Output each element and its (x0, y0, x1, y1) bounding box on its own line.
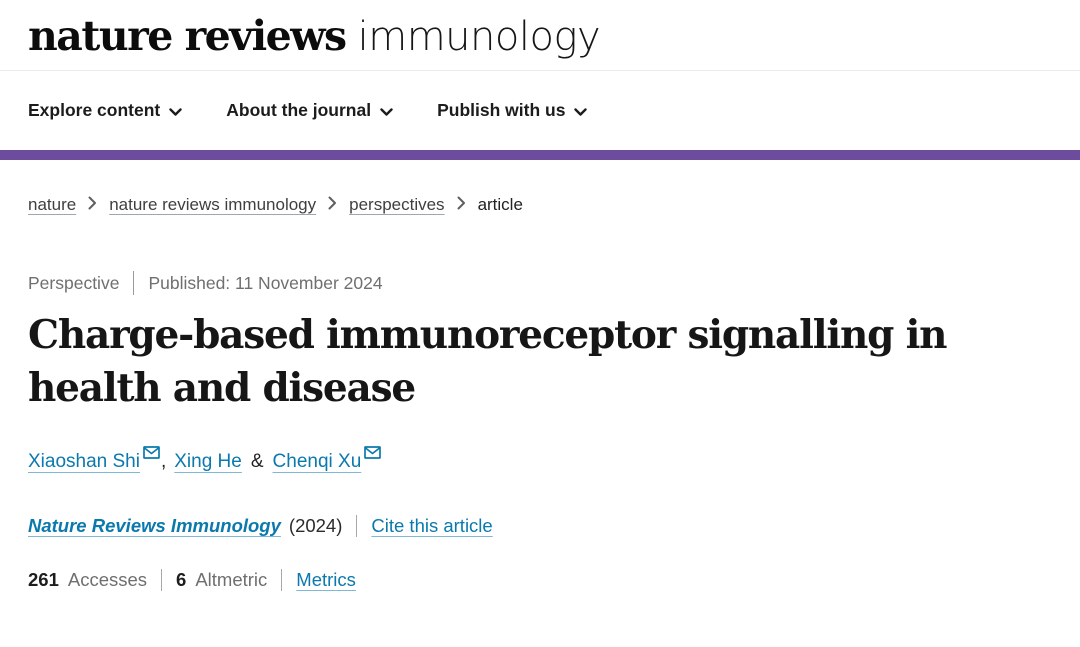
nav-explore-content[interactable]: Explore content (28, 99, 182, 122)
accesses-label: Accesses (67, 569, 148, 591)
journal-logo[interactable]: nature reviews immunology (28, 12, 601, 60)
breadcrumb-link-journal[interactable]: nature reviews immunology (109, 194, 317, 214)
author-link-xing-he[interactable]: Xing He (174, 451, 242, 473)
chevron-right-icon (457, 195, 466, 215)
altmetric-count: 6 (176, 569, 187, 591)
breadcrumb-link-nature[interactable]: nature (28, 194, 77, 214)
primary-nav: Explore content About the journal Publis… (0, 71, 1080, 150)
nav-about-journal[interactable]: About the journal (226, 99, 393, 122)
article-content: nature nature reviews immunology perspec… (0, 194, 1080, 592)
journal-link[interactable]: Nature Reviews Immunology (28, 515, 281, 537)
author-separator: & (250, 451, 264, 473)
site-header: nature reviews immunology (0, 0, 1080, 71)
chevron-down-icon (574, 101, 588, 122)
nav-about-journal-label: About the journal (226, 100, 372, 120)
page-title: Charge-based immunoreceptor signalling i… (28, 312, 948, 412)
email-envelope-icon[interactable] (364, 443, 382, 465)
logo-nature-reviews: nature reviews (28, 12, 347, 60)
chevron-down-icon (169, 101, 182, 122)
vertical-divider (356, 515, 358, 538)
chevron-down-icon (380, 101, 393, 122)
brand-accent-bar (0, 150, 1080, 160)
author-list: Xiaoshan Shi , Xing He & Chenqi Xu (28, 446, 1052, 473)
nav-explore-content-label: Explore content (28, 100, 161, 120)
vertical-divider (281, 569, 283, 592)
altmetric-label: Altmetric (195, 569, 268, 591)
nav-publish-with-us-label: Publish with us (437, 100, 566, 120)
accesses-count: 261 (28, 569, 59, 591)
breadcrumb-current-article: article (477, 194, 523, 214)
nav-publish-with-us[interactable]: Publish with us (437, 99, 588, 122)
author-separator: , (160, 451, 167, 473)
vertical-divider (133, 271, 135, 295)
article-type-label: Perspective (28, 272, 120, 293)
author-link-chenqi-xu[interactable]: Chenqi Xu (272, 451, 362, 473)
cite-this-article-link[interactable]: Cite this article (371, 515, 493, 537)
author-link-xiaoshan-shi[interactable]: Xiaoshan Shi (28, 451, 140, 473)
article-meta-line: Perspective Published: 11 November 2024 (28, 271, 1052, 295)
breadcrumb: nature nature reviews immunology perspec… (28, 194, 1052, 215)
breadcrumb-link-perspectives[interactable]: perspectives (349, 194, 445, 214)
citation-year: (2024) (288, 515, 343, 537)
chevron-right-icon (88, 195, 97, 215)
logo-immunology: immunology (357, 14, 601, 60)
metrics-line: 261 Accesses 6 Altmetric Metrics (28, 569, 1052, 592)
vertical-divider (161, 569, 163, 592)
chevron-right-icon (328, 195, 337, 215)
citation-line: Nature Reviews Immunology (2024) Cite th… (28, 515, 1052, 538)
published-date: Published: 11 November 2024 (148, 272, 383, 293)
email-envelope-icon[interactable] (143, 443, 160, 465)
metrics-link[interactable]: Metrics (296, 569, 356, 591)
